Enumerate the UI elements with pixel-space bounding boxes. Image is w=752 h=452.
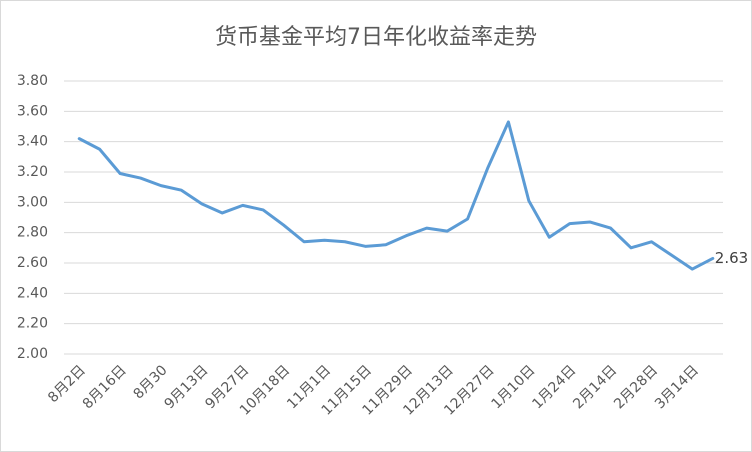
y-tick-label: 3.40 — [17, 134, 48, 150]
y-tick-label: 2.80 — [17, 225, 48, 241]
data-label: 2.63 — [715, 249, 748, 267]
y-tick-label: 2.20 — [17, 316, 48, 332]
y-tick-label: 3.00 — [17, 194, 48, 210]
y-tick-label: 3.60 — [17, 103, 48, 119]
y-tick-label: 3.80 — [17, 73, 48, 89]
y-tick-label: 2.00 — [17, 346, 48, 362]
chart-title: 货币基金平均7日年化收益率走势 — [215, 25, 537, 50]
y-tick-label: 2.60 — [17, 255, 48, 271]
line-series — [77, 120, 715, 271]
y-tick-label: 2.40 — [17, 285, 48, 301]
y-tick-label: 3.20 — [17, 164, 48, 180]
